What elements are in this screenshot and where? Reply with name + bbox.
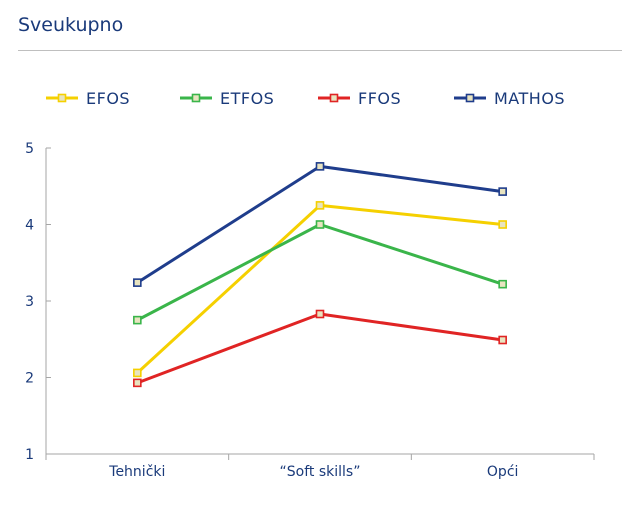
series-line-etfos [136, 223, 504, 322]
legend-label: EFOS [86, 89, 130, 108]
y-tick-label: 4 [25, 218, 34, 234]
x-tick-label: Opći [487, 464, 519, 480]
data-point-ffos [315, 309, 325, 319]
legend-swatch-marker [57, 93, 67, 103]
data-point-etfos [133, 315, 142, 325]
title-divider [18, 50, 622, 51]
data-point-mathos [133, 278, 142, 287]
chart-title: Sveukupno [18, 14, 124, 36]
data-point-efos [133, 368, 142, 378]
x-tick-label: Tehnički [108, 464, 165, 480]
legend-swatch-marker [329, 93, 339, 103]
legend-swatch-marker [465, 93, 475, 103]
y-tick-label: 2 [25, 371, 34, 387]
legend-label: ETFOS [220, 89, 274, 108]
data-point-ffos [133, 378, 142, 388]
data-point-etfos [498, 279, 507, 289]
data-point-mathos [315, 162, 325, 171]
data-point-efos [498, 220, 507, 229]
data-point-ffos [498, 335, 507, 345]
y-tick-label: 3 [25, 294, 34, 310]
data-point-etfos [315, 220, 325, 229]
legend-label: MATHOS [494, 89, 565, 108]
legend-label: FFOS [358, 89, 401, 108]
x-tick-label: “Soft skills” [280, 464, 361, 480]
legend-swatch-marker [191, 93, 201, 103]
y-tick-label: 5 [25, 141, 34, 157]
y-tick-label: 1 [25, 447, 34, 463]
data-point-efos [315, 201, 325, 210]
data-point-mathos [498, 187, 507, 196]
series-line-efos [136, 203, 503, 375]
